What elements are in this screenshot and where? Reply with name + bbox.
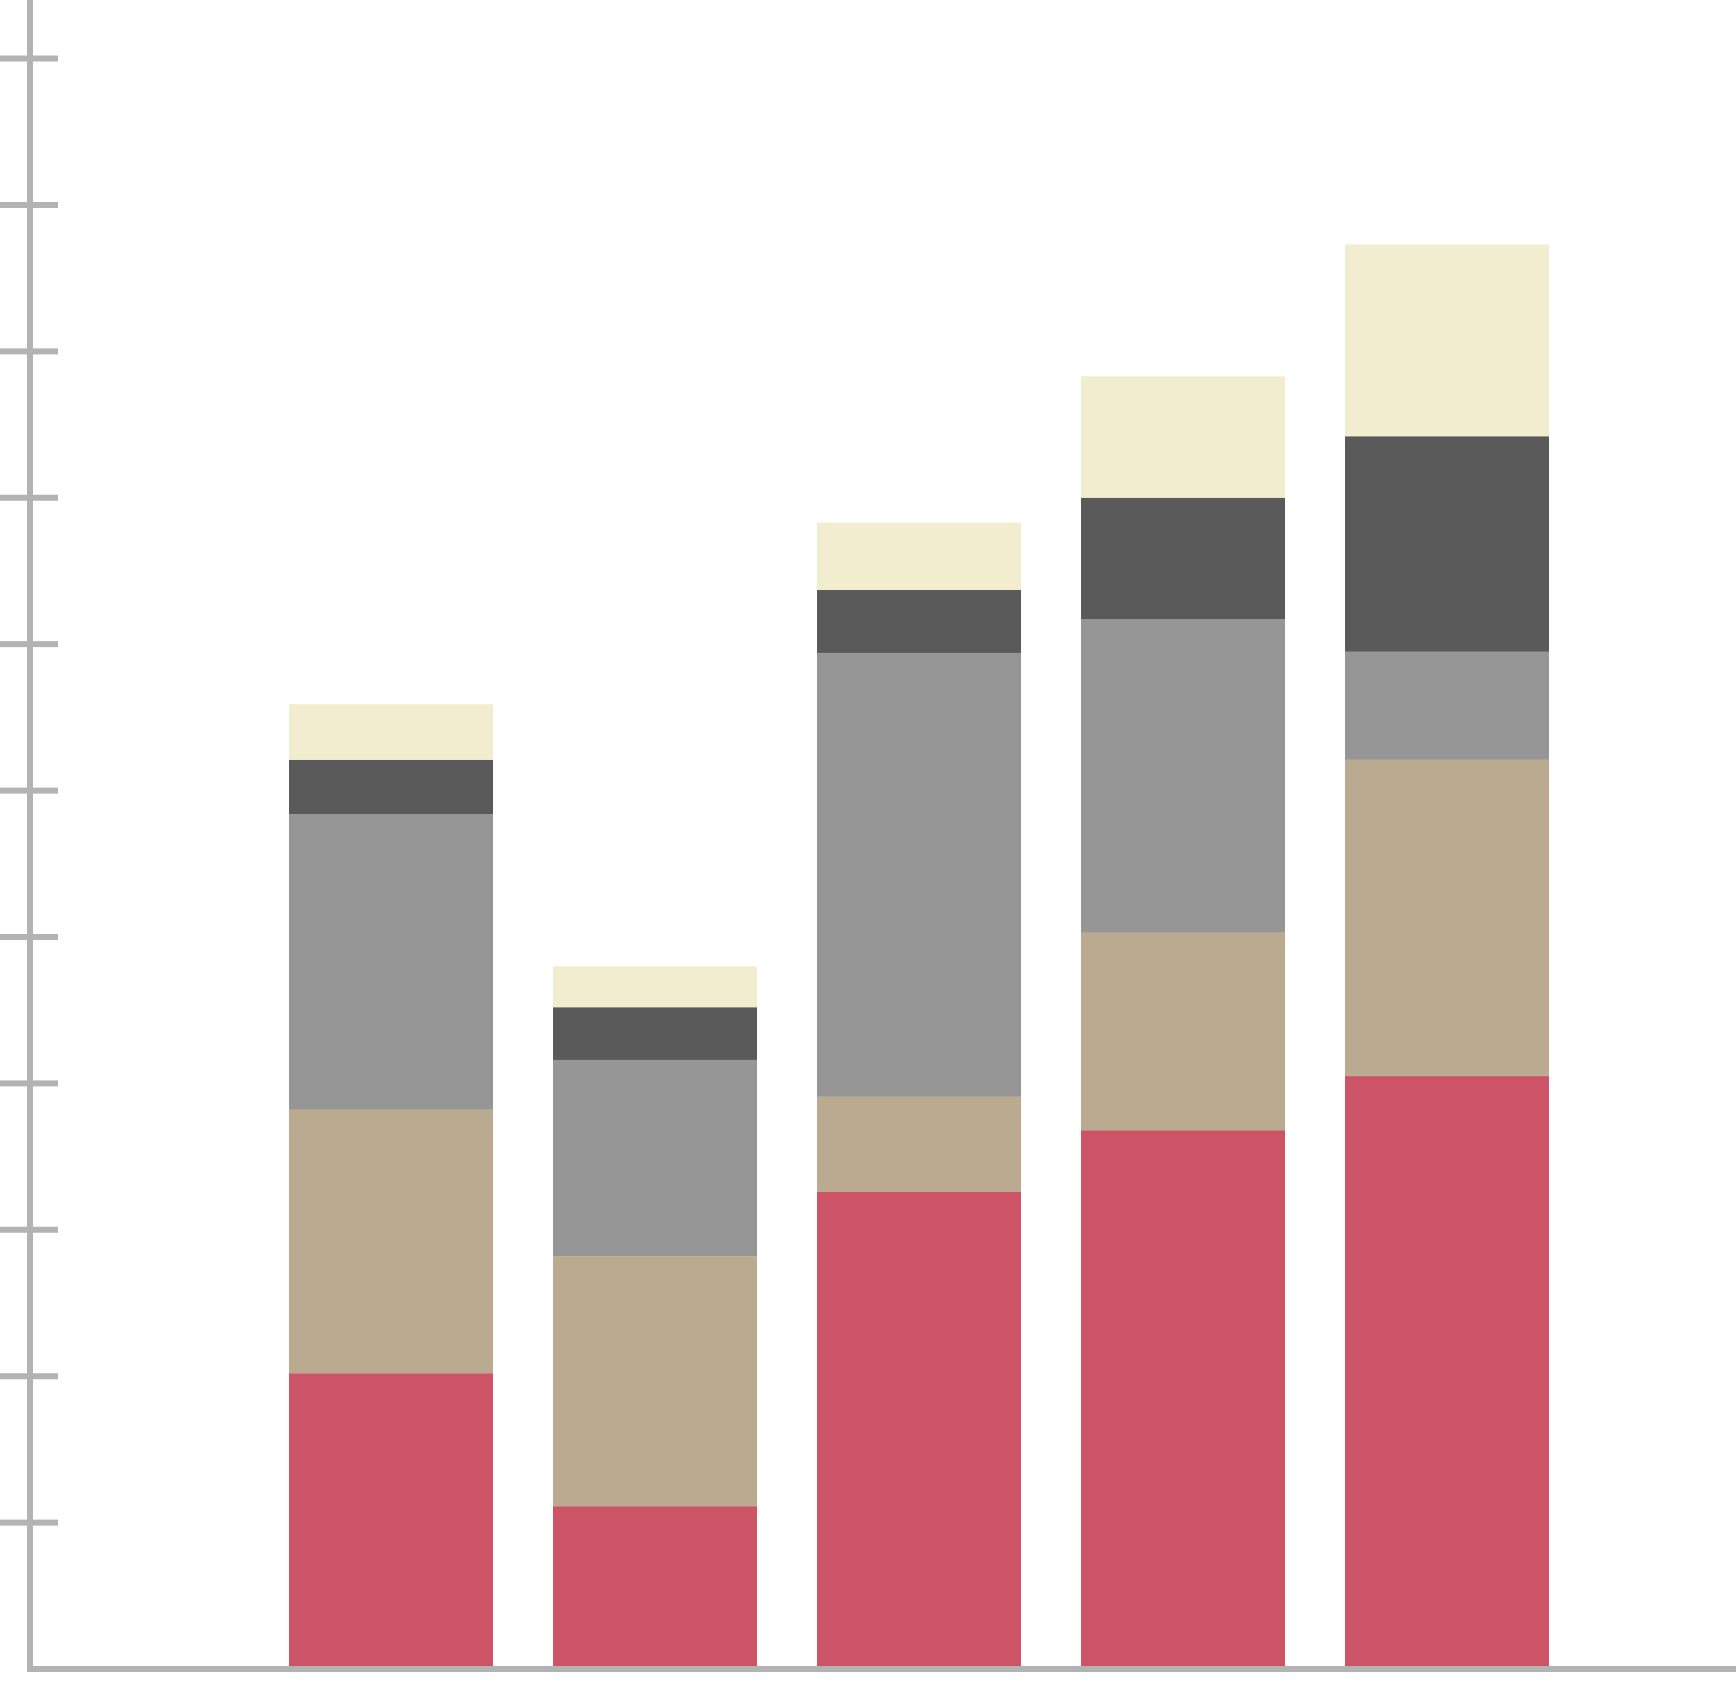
- bar-segment: [817, 1096, 1021, 1192]
- bar-segment: [553, 1059, 757, 1257]
- bar-segment: [553, 1256, 757, 1507]
- bar-segment: [1345, 244, 1549, 437]
- bar-segment: [1081, 376, 1285, 498]
- bar-segment: [817, 522, 1021, 591]
- bar-segment: [289, 1373, 493, 1669]
- bar-segment: [1345, 759, 1549, 1077]
- bar-segment: [1081, 497, 1285, 620]
- bar-segment: [553, 966, 757, 1008]
- bar-segment: [1081, 932, 1285, 1131]
- bar-segment: [817, 652, 1021, 1097]
- bar-segment: [1345, 651, 1549, 760]
- bar-segment: [553, 1506, 757, 1669]
- bar-segment: [817, 590, 1021, 653]
- bar-segment: [289, 1109, 493, 1374]
- bar-segment: [1345, 436, 1549, 652]
- bar-segment: [289, 759, 493, 815]
- bar-segment: [289, 814, 493, 1110]
- bar-segment: [817, 1191, 1021, 1669]
- bar-segment: [1081, 619, 1285, 933]
- bar-segment: [289, 704, 493, 760]
- bar-segment: [1345, 1076, 1549, 1669]
- bar-segment: [1081, 1130, 1285, 1669]
- bar-segment: [553, 1007, 757, 1060]
